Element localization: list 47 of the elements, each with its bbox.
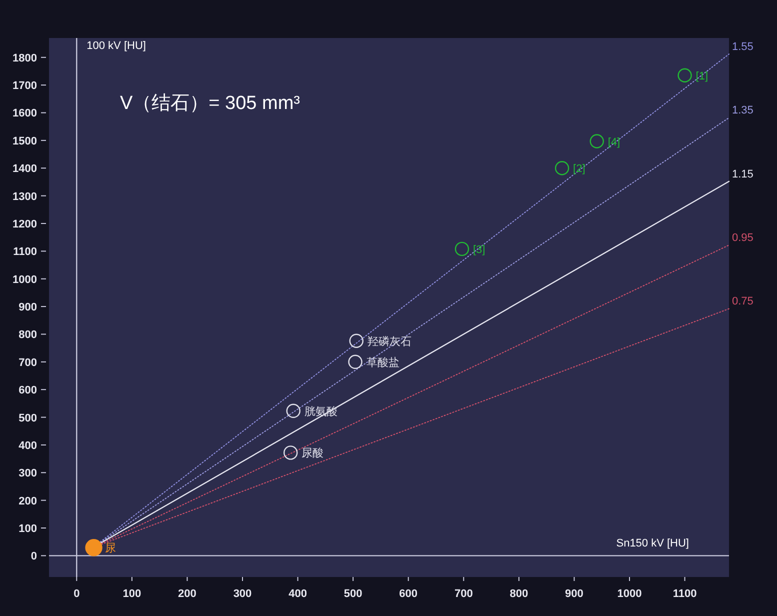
annotation: [1] xyxy=(696,70,708,82)
y-tick-label: 400 xyxy=(18,440,37,452)
annotation: 羟磷灰石 xyxy=(367,334,412,348)
x-tick-label: 300 xyxy=(233,588,252,600)
series-label: 1.35 xyxy=(732,104,754,117)
y-tick-label: 1200 xyxy=(12,218,37,230)
annotation: [4] xyxy=(608,136,620,148)
y-tick-label: 1300 xyxy=(12,190,37,203)
series-label: 1.15 xyxy=(732,168,754,180)
y-tick-label: 900 xyxy=(18,302,37,314)
y-tick-label: 1700 xyxy=(12,80,37,92)
x-tick-label: 0 xyxy=(74,588,80,600)
annotation: 尿酸 xyxy=(302,448,324,460)
annotation: 尿 xyxy=(104,542,116,555)
y-tick-label: 0 xyxy=(30,550,37,563)
x-tick-label: 1100 xyxy=(672,588,697,600)
series-label: 0.95 xyxy=(732,232,754,244)
y-tick-label: 1500 xyxy=(12,135,37,148)
y-tick-label: 700 xyxy=(18,356,37,369)
y-tick-label: 300 xyxy=(18,468,37,480)
y-tick-label: 800 xyxy=(18,329,37,342)
x-tick-label: 200 xyxy=(178,588,196,600)
y-axis-title: 100 kV [HU] xyxy=(86,40,146,52)
y-tick-label: 1100 xyxy=(13,246,37,258)
y-tick-label: 100 xyxy=(18,523,37,535)
y-tick-label: 200 xyxy=(18,495,37,508)
annotation: V（结石）= 305 mm³ xyxy=(120,93,300,114)
series-label: 1.55 xyxy=(732,41,754,54)
y-tick-label: 1400 xyxy=(12,163,37,176)
x-tick-label: 500 xyxy=(344,588,362,600)
x-tick-label: 900 xyxy=(565,588,584,600)
annotation: [2] xyxy=(573,163,586,176)
y-tick-label: 1600 xyxy=(12,108,37,120)
x-tick-label: 100 xyxy=(122,588,142,600)
y-tick-label: 600 xyxy=(18,384,37,397)
annotation: 草酸盐 xyxy=(366,356,400,369)
annotation: [3] xyxy=(472,244,486,256)
x-tick-label: 700 xyxy=(454,588,473,600)
x-tick-label: 600 xyxy=(399,588,418,600)
x-tick-label: 400 xyxy=(288,588,307,600)
x-tick-label: 800 xyxy=(510,588,528,600)
series-label: 0.75 xyxy=(732,296,754,308)
y-tick-label: 500 xyxy=(18,412,37,424)
y-tick-label: 1000 xyxy=(12,274,37,286)
y-tick-label: 1800 xyxy=(12,52,37,64)
x-axis-title: Sn150 kV [HU] xyxy=(616,538,689,550)
x-tick-label: 1000 xyxy=(617,588,642,600)
